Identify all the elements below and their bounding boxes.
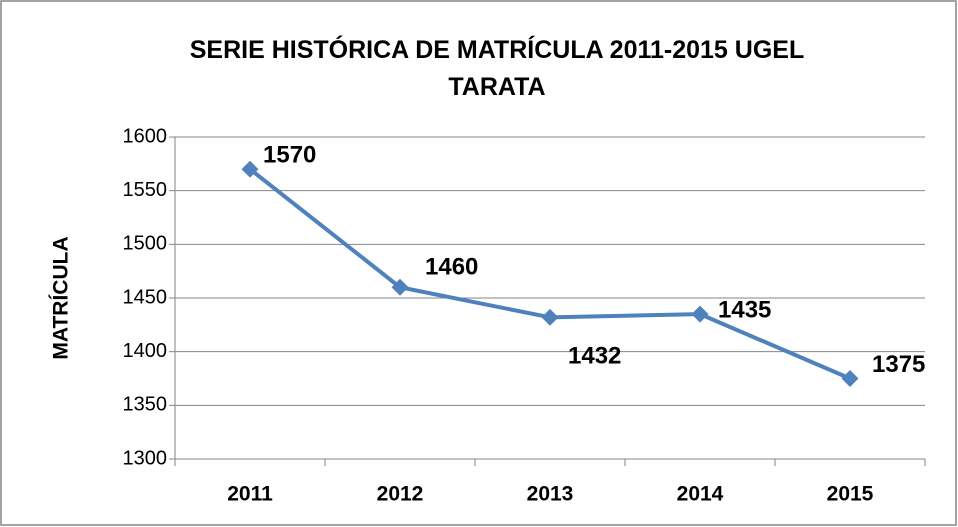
marker <box>691 305 709 323</box>
x-tick-label: 2013 <box>527 483 574 506</box>
marker <box>241 160 259 178</box>
marker <box>391 278 409 296</box>
x-tick-label: 2014 <box>677 483 724 506</box>
data-label: 1460 <box>425 254 478 281</box>
marker <box>841 370 859 387</box>
y-tick-label: 1350 <box>123 394 168 416</box>
y-tick-label: 1300 <box>123 447 168 469</box>
y-tick-label: 1450 <box>123 286 168 308</box>
y-tick-label: 1600 <box>123 125 168 147</box>
y-tick-label: 1500 <box>123 233 168 255</box>
data-label: 1570 <box>263 142 316 169</box>
x-tick-label: 2015 <box>827 483 874 506</box>
data-label: 1432 <box>568 343 621 370</box>
x-tick-label: 2011 <box>227 483 273 506</box>
data-label: 1435 <box>718 296 771 323</box>
y-axis-label: MATRÍCULA <box>50 236 73 359</box>
x-tick-label: 2012 <box>377 483 424 506</box>
y-tick-label: 1550 <box>123 179 168 201</box>
data-label: 1375 <box>872 351 925 378</box>
marker <box>541 308 559 326</box>
chart-title: SERIE HISTÓRICA DE MATRÍCULA 2011-2015 U… <box>189 36 805 101</box>
y-tick-label: 1400 <box>123 340 168 362</box>
